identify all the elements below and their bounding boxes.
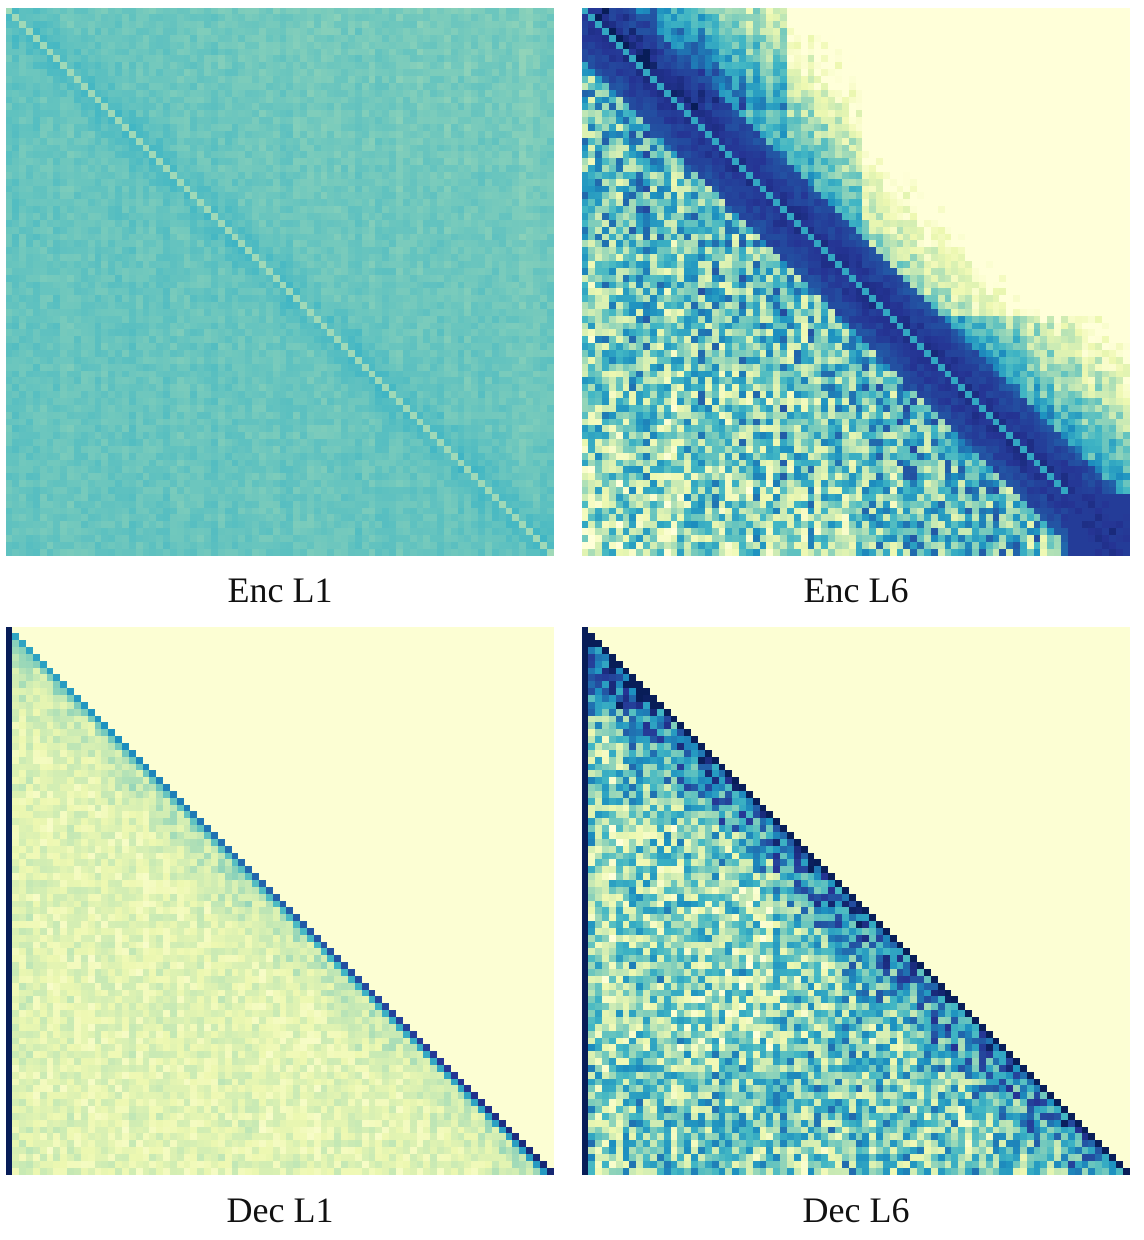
heatmap-dec-l1-cells (6, 627, 554, 1175)
heatmap-dec-l6-cells (582, 627, 1130, 1175)
caption-dec-l1: Dec L1 (226, 1190, 334, 1230)
heatmap-enc-l6-cells (582, 8, 1130, 556)
caption-enc-l6: Enc L6 (803, 570, 909, 610)
heatmap-dec-l6 (582, 627, 1130, 1175)
heatmap-dec-l1 (6, 627, 554, 1175)
heatmap-enc-l6 (582, 8, 1130, 556)
heatmap-enc-l1-cells (6, 8, 554, 556)
heatmap-enc-l1 (6, 8, 554, 556)
caption-dec-l6: Dec L6 (802, 1190, 910, 1230)
caption-enc-l1: Enc L1 (227, 570, 333, 610)
